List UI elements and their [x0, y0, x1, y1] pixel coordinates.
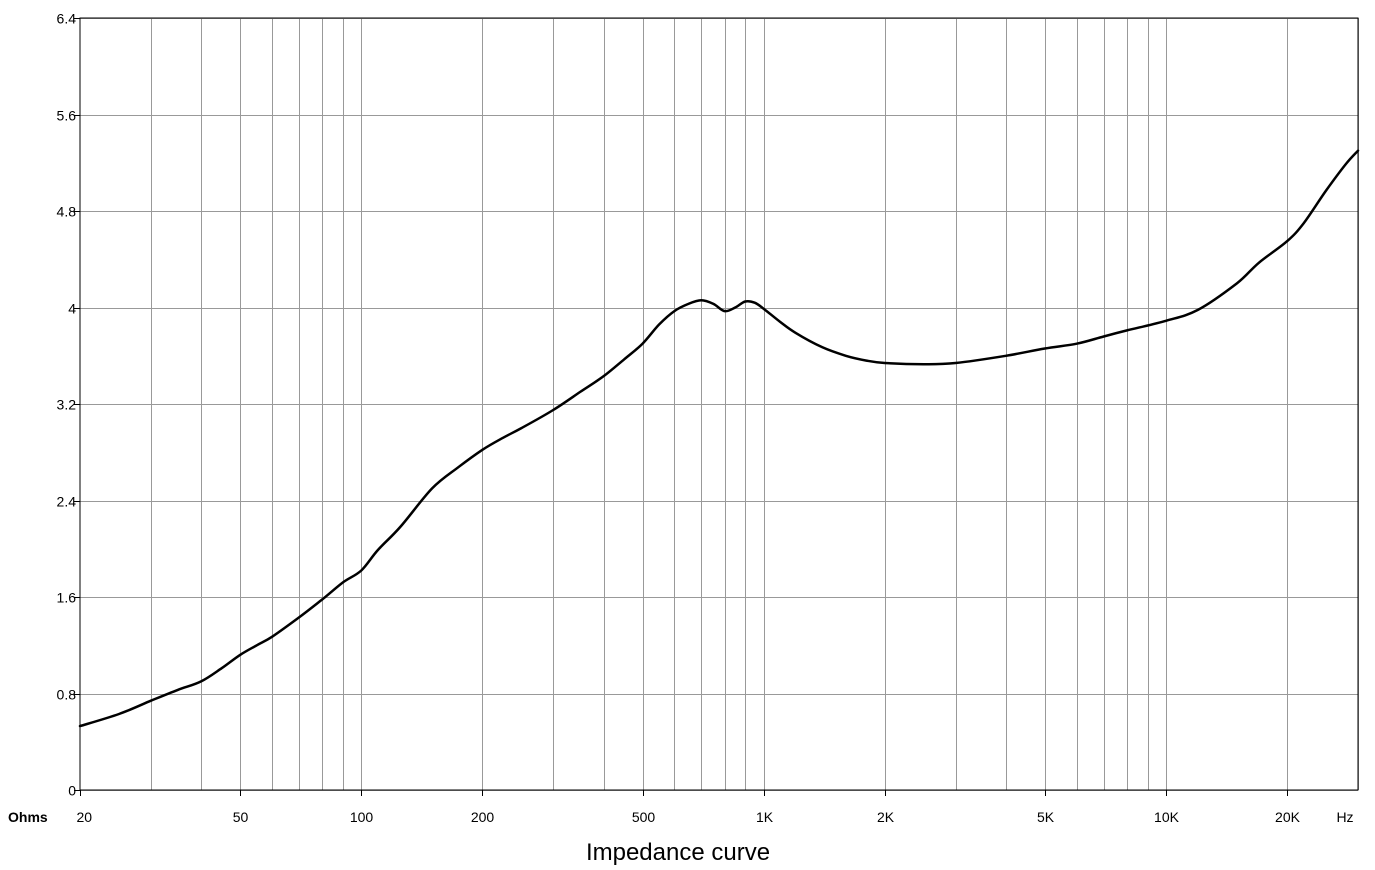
- y-tick-label: 6.4: [57, 11, 77, 27]
- series-layer: [78, 149, 1360, 728]
- x-tick-label: 500: [632, 809, 656, 825]
- chart-caption: Impedance curve: [586, 839, 770, 866]
- y-tick-label: 5.6: [57, 108, 77, 124]
- y-tick-label: 4.8: [57, 204, 77, 220]
- y-tick-label: 3.2: [57, 397, 77, 413]
- x-unit-label: Hz: [1336, 809, 1353, 825]
- x-tick-label: 20: [77, 809, 93, 825]
- x-tick-label: 2K: [877, 809, 895, 825]
- y-tick-label: 1.6: [57, 590, 77, 606]
- x-tick-label: 1K: [756, 809, 774, 825]
- impedance-series-line: [78, 149, 1360, 728]
- x-axis-ticks: 20 50 100 200 500 1K 2K 5K 10K 20K: [77, 790, 1301, 825]
- y-tick-label: 2.4: [57, 494, 77, 510]
- y-tick-label: 4: [68, 301, 76, 317]
- y-unit-label: Ohms: [8, 809, 48, 825]
- x-tick-label: 20K: [1275, 809, 1301, 825]
- x-tick-label: 50: [233, 809, 249, 825]
- x-tick-label: 200: [471, 809, 495, 825]
- x-tick-label: 100: [350, 809, 374, 825]
- y-axis-ticks: 0 0.8 1.6 2.4 3.2 4 4.8 5.6 6.4: [57, 11, 80, 799]
- x-tick-label: 10K: [1154, 809, 1180, 825]
- y-tick-label: 0.8: [57, 687, 77, 703]
- y-tick-label: 0: [68, 783, 76, 799]
- x-tick-label: 5K: [1037, 809, 1055, 825]
